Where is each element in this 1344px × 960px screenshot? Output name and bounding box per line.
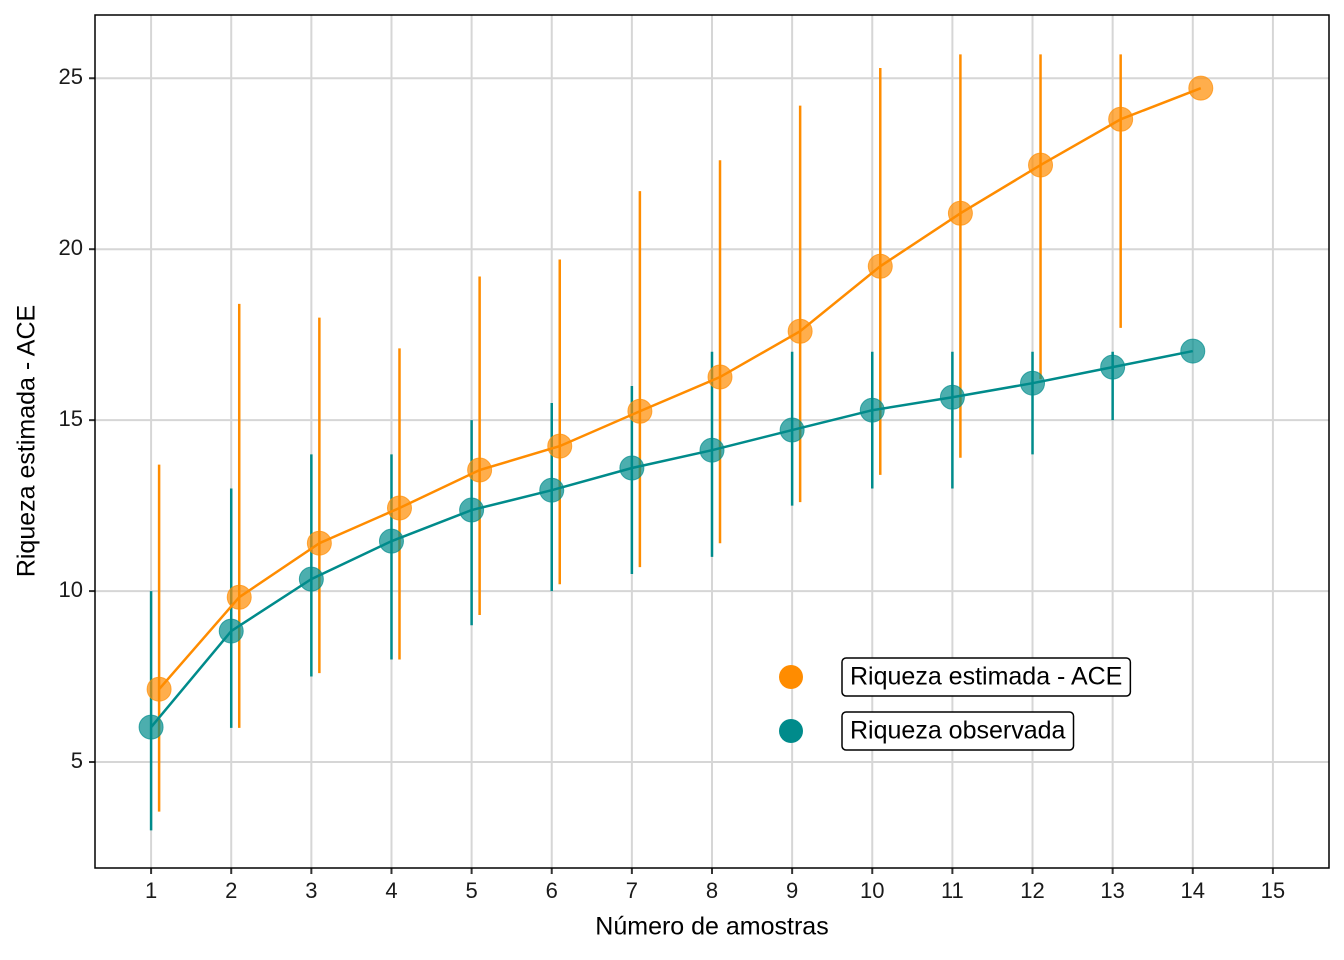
- y-tick-label: 5: [71, 748, 83, 773]
- data-point: [619, 455, 645, 481]
- legend-box: [841, 711, 1075, 751]
- x-tick-label: 10: [860, 878, 884, 903]
- data-point: [707, 364, 733, 390]
- x-tick-label: 5: [465, 878, 477, 903]
- legend-label: Riqueza observada: [850, 717, 1066, 745]
- data-point: [1188, 75, 1214, 101]
- data-point: [378, 528, 404, 554]
- y-tick-label: 20: [59, 235, 83, 260]
- x-axis-label: Número de amostras: [595, 913, 828, 941]
- data-point: [1108, 106, 1134, 132]
- legend-marker: [779, 719, 803, 743]
- data-point: [859, 397, 885, 423]
- x-tick-label: 11: [941, 878, 964, 903]
- data-point: [699, 437, 725, 463]
- data-point: [218, 618, 244, 644]
- data-point: [627, 398, 653, 424]
- legend-box: [841, 657, 1132, 697]
- data-point: [138, 714, 164, 740]
- data-point: [547, 433, 573, 459]
- data-point: [539, 477, 565, 503]
- panel-border: [94, 14, 1330, 869]
- data-point: [306, 530, 332, 556]
- legend-marker: [779, 665, 803, 689]
- x-tick-label: 4: [385, 878, 397, 903]
- x-tick-label: 15: [1261, 878, 1285, 903]
- data-point: [787, 318, 813, 344]
- legend-item: Riqueza observada: [841, 711, 1075, 751]
- data-point: [1100, 354, 1126, 380]
- data-point: [146, 676, 172, 702]
- data-point: [1180, 338, 1206, 364]
- x-tick-label: 6: [546, 878, 558, 903]
- x-tick-label: 9: [786, 878, 798, 903]
- legend-label: Riqueza estimada - ACE: [850, 663, 1122, 691]
- data-point: [459, 497, 485, 523]
- x-tick-label: 8: [706, 878, 718, 903]
- data-point: [867, 253, 893, 279]
- data-point: [939, 384, 965, 410]
- x-tick-label: 3: [305, 878, 317, 903]
- series-line: [150, 349, 1194, 728]
- data-point: [779, 417, 805, 443]
- x-tick-label: 13: [1100, 878, 1124, 903]
- legend-item: Riqueza estimada - ACE: [841, 657, 1132, 697]
- y-tick-label: 15: [59, 406, 83, 431]
- y-tick-label: 10: [59, 577, 83, 602]
- data-point: [386, 495, 412, 521]
- data-point: [1020, 370, 1046, 396]
- data-point: [947, 200, 973, 226]
- y-tick-label: 25: [59, 64, 83, 89]
- data-point: [298, 566, 324, 592]
- data-point: [226, 584, 252, 610]
- data-point: [467, 457, 493, 483]
- x-tick-label: 7: [626, 878, 638, 903]
- x-tick-label: 2: [225, 878, 237, 903]
- x-tick-label: 14: [1181, 878, 1205, 903]
- y-axis-label: Riqueza estimada - ACE: [13, 305, 41, 577]
- data-point: [1028, 152, 1054, 178]
- x-tick-label: 1: [145, 878, 157, 903]
- x-tick-label: 12: [1020, 878, 1044, 903]
- series-line: [158, 86, 1202, 691]
